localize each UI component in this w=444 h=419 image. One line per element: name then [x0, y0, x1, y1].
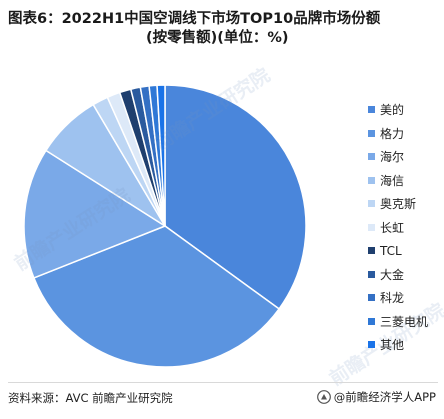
legend-item: 大金 — [368, 263, 428, 287]
legend-label: 格力 — [380, 126, 405, 141]
legend-label: 其他 — [380, 338, 405, 353]
source-note: 资料来源：AVC 前瞻产业研究院 — [8, 391, 173, 405]
legend-swatch — [368, 270, 375, 278]
legend-label: 奥克斯 — [380, 197, 417, 212]
pie-slice — [23, 149, 167, 279]
chart-title-line2: (按零售额)(单位：%) — [146, 30, 289, 46]
legend-swatch — [368, 317, 375, 325]
legend-item: 其他 — [368, 333, 428, 357]
legend-swatch — [368, 247, 375, 255]
legend-item: 奥克斯 — [368, 192, 428, 216]
brand-credit: @前瞻经济学人APP — [316, 389, 436, 405]
legend-label: 长虹 — [380, 220, 405, 235]
legend-swatch — [368, 341, 375, 349]
legend-label: TCL — [380, 243, 402, 258]
legend-swatch — [368, 176, 375, 184]
brand-credit-text: @前瞻经济学人APP — [333, 390, 436, 404]
chart-title-line1: 图表6：2022H1中国空调线下市场TOP10品牌市场份额 — [8, 11, 381, 27]
legend-label: 大金 — [380, 267, 405, 282]
legend-swatch — [368, 200, 375, 208]
legend-item: 海信 — [368, 169, 428, 193]
legend-swatch — [368, 153, 375, 161]
legend-label: 海尔 — [380, 150, 405, 165]
legend-swatch — [368, 223, 375, 231]
legend-label: 科龙 — [380, 291, 405, 306]
legend-swatch — [368, 106, 375, 114]
legend-item: TCL — [368, 239, 428, 263]
legend-item: 科龙 — [368, 286, 428, 310]
legend-swatch — [368, 129, 375, 137]
legend-item: 美的 — [368, 98, 428, 122]
pie-slice — [156, 84, 166, 227]
legend-item: 海尔 — [368, 145, 428, 169]
legend-item: 三菱电机 — [368, 310, 428, 334]
legend-item: 长虹 — [368, 216, 428, 240]
chart-title: 图表6：2022H1中国空调线下市场TOP10品牌市场份额 (按零售额)(单位：… — [8, 10, 438, 48]
legend-label: 海信 — [380, 173, 405, 188]
legend-label: 美的 — [380, 103, 405, 118]
chart-legend: 美的格力海尔海信奥克斯长虹 TCL 大金科龙三菱电机其他 — [368, 98, 428, 357]
legend-swatch — [368, 294, 375, 302]
brand-logo-icon — [316, 390, 331, 404]
footer-divider — [8, 382, 438, 383]
legend-item: 格力 — [368, 122, 428, 146]
legend-label: 三菱电机 — [380, 314, 429, 329]
pie-slice — [32, 225, 281, 368]
pie-slice — [164, 84, 307, 310]
